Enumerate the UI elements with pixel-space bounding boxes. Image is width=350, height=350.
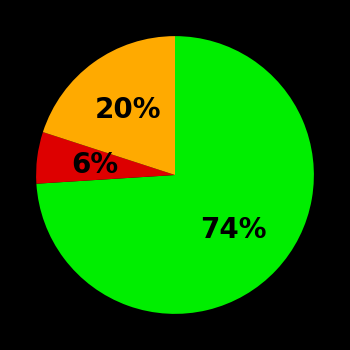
Text: 74%: 74% [201, 216, 267, 244]
Wedge shape [36, 132, 175, 184]
Text: 6%: 6% [71, 151, 119, 179]
Wedge shape [36, 36, 314, 314]
Wedge shape [43, 36, 175, 175]
Text: 20%: 20% [94, 96, 161, 124]
